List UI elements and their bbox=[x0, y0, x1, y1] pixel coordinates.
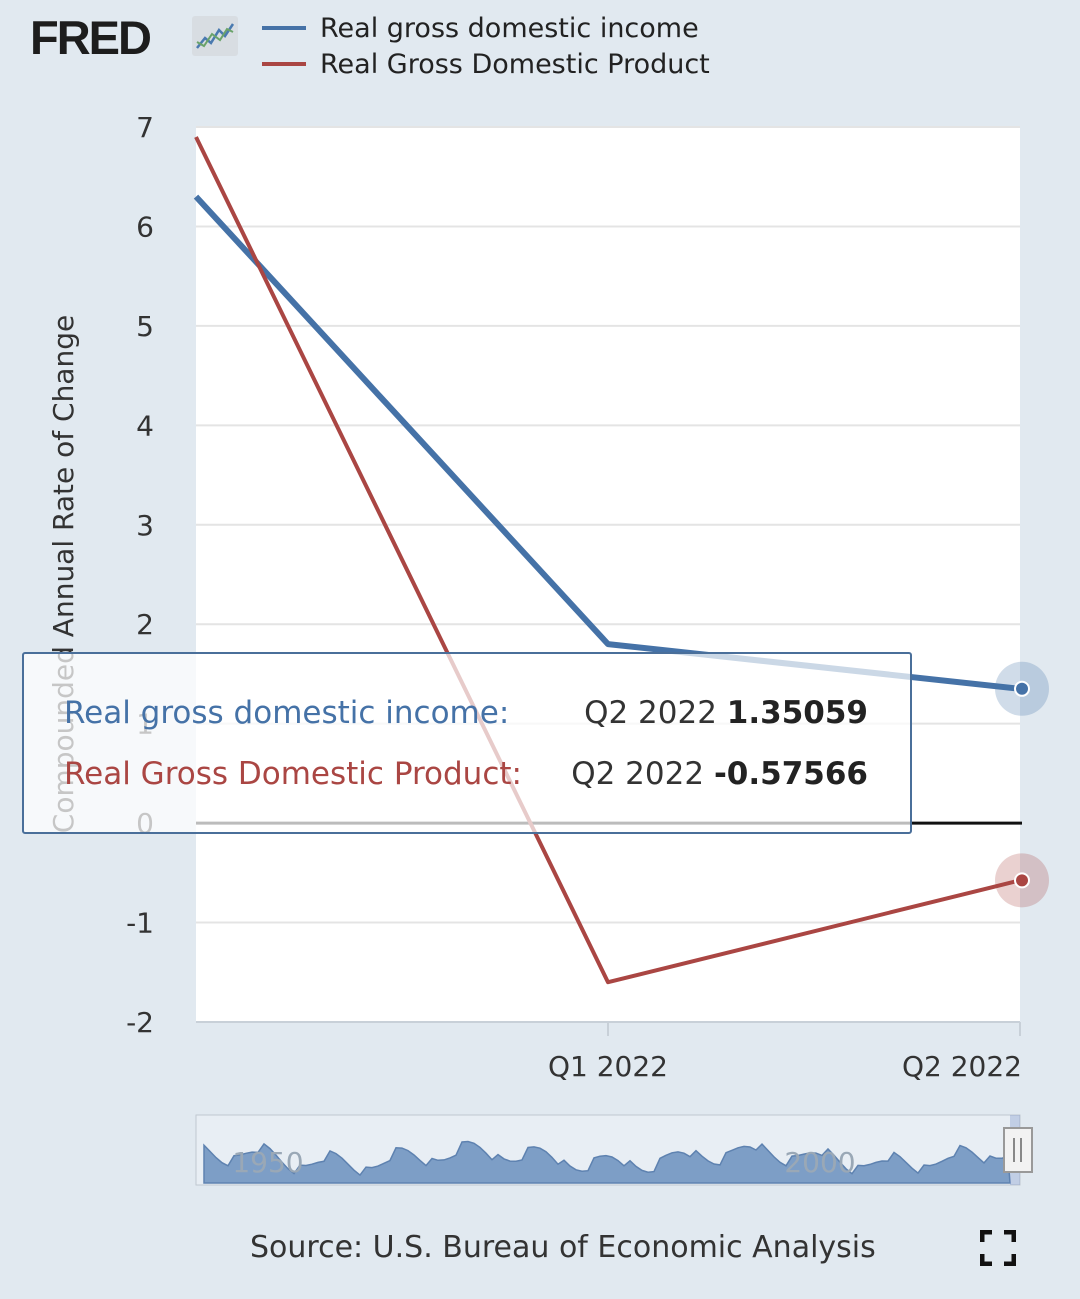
chart-header: FRED Real gross domestic income Real Gro… bbox=[0, 0, 1080, 100]
series-markers[interactable] bbox=[995, 661, 1049, 908]
y-tick-label: 5 bbox=[136, 310, 154, 343]
range-navigator[interactable]: 1950 2000 bbox=[195, 1114, 1033, 1186]
line-chart-icon bbox=[192, 16, 238, 56]
fred-logo[interactable]: FRED bbox=[30, 11, 152, 64]
tooltip-series-name: Real gross domestic income: bbox=[64, 695, 510, 731]
legend-item-income[interactable]: Real gross domestic income bbox=[262, 10, 699, 46]
tooltip-row-income: Real gross domestic income: Q2 2022 1.35… bbox=[64, 691, 868, 735]
y-tick-label: 7 bbox=[136, 111, 154, 144]
series-line-1 bbox=[194, 136, 1021, 985]
y-tick-label: -1 bbox=[126, 907, 154, 940]
legend-label-product: Real Gross Domestic Product bbox=[320, 48, 710, 80]
tooltip-number: 1.35059 bbox=[726, 695, 868, 731]
navigator-handle[interactable] bbox=[1003, 1127, 1033, 1173]
tooltip-value: Q2 2022 1.35059 bbox=[584, 691, 868, 735]
navigator-area bbox=[203, 1140, 1011, 1184]
navigator-label-1950: 1950 bbox=[232, 1146, 303, 1179]
legend-item-product[interactable]: Real Gross Domestic Product bbox=[262, 46, 710, 82]
tooltip-period: Q2 2022 bbox=[571, 756, 705, 792]
y-axis-ticks: -2-101234567 bbox=[126, 111, 154, 1039]
y-tick-label: 2 bbox=[136, 608, 154, 641]
tooltip-row-product: Real Gross Domestic Product: Q2 2022 -0.… bbox=[64, 752, 868, 796]
legend-swatch-product bbox=[262, 62, 306, 66]
y-tick-label: 4 bbox=[136, 409, 154, 442]
x-tick-label: Q2 2022 bbox=[902, 1050, 1022, 1083]
x-axis-ticks: Q1 2022 Q2 2022 bbox=[548, 1022, 1022, 1083]
y-tick-label: -2 bbox=[126, 1006, 154, 1039]
y-tick-label: 6 bbox=[136, 210, 154, 243]
tooltip: Real gross domestic income: Q2 2022 1.35… bbox=[22, 652, 912, 834]
x-tick-label: Q1 2022 bbox=[548, 1050, 668, 1083]
tooltip-series-name: Real Gross Domestic Product: bbox=[64, 756, 522, 792]
marker-point-1 bbox=[1014, 872, 1030, 889]
plot-background bbox=[196, 127, 1020, 1022]
fullscreen-icon[interactable] bbox=[980, 1230, 1016, 1266]
tooltip-value: Q2 2022 -0.57566 bbox=[571, 752, 868, 796]
tooltip-period: Q2 2022 bbox=[584, 695, 717, 731]
y-tick-label: 3 bbox=[136, 509, 154, 542]
legend-label-income: Real gross domestic income bbox=[320, 12, 699, 44]
legend-swatch-income bbox=[262, 26, 306, 30]
source-caption: Source: U.S. Bureau of Economic Analysis bbox=[250, 1230, 876, 1265]
navigator-label-2000: 2000 bbox=[784, 1146, 855, 1179]
marker-point-0 bbox=[1014, 680, 1030, 697]
tooltip-number: -0.57566 bbox=[713, 756, 868, 792]
